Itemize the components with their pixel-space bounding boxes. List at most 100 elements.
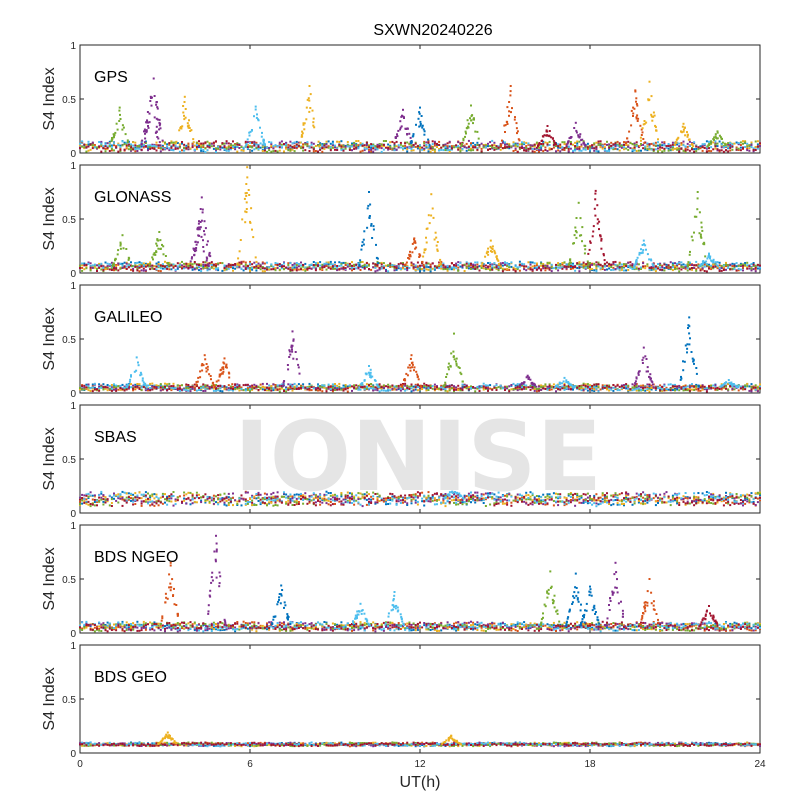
data-point [331,266,334,269]
data-point [236,142,239,145]
data-point [253,266,256,269]
data-point [606,388,608,391]
data-point [750,390,753,393]
data-point [190,257,193,260]
data-point [608,143,611,146]
data-point [722,150,725,153]
data-point [283,262,285,265]
data-point [546,130,549,133]
data-point [438,148,441,150]
data-point [119,388,122,391]
data-point [246,144,249,147]
data-point [752,148,755,151]
data-point [572,267,574,270]
data-point [634,262,637,265]
data-point [570,136,573,139]
data-point [497,259,500,262]
data-point [663,141,666,144]
data-point [627,266,630,268]
data-point [680,143,683,146]
data-point [623,269,625,272]
data-point [495,255,498,258]
plot-area [79,44,761,154]
data-point [100,140,103,143]
data-point [404,268,407,271]
data-point [291,269,294,272]
data-point [508,101,511,103]
data-point [436,248,439,251]
data-point [676,147,679,150]
data-point [399,143,402,146]
data-point [582,265,585,268]
data-point [699,233,702,236]
data-point [610,147,613,150]
data-point [489,265,492,268]
data-point [238,385,241,388]
data-point [457,261,460,264]
data-point [155,130,158,133]
data-point [278,388,281,391]
data-point [538,266,540,269]
data-point [640,139,642,142]
data-point [253,386,256,388]
data-point [134,262,137,265]
data-point [635,386,638,389]
data-point [645,248,647,251]
data-point [125,262,128,265]
data-point [206,140,209,143]
data-point [414,240,417,243]
data-point [512,268,515,271]
data-point [323,264,326,267]
data-point [250,207,253,210]
data-point [678,150,681,153]
data-point [569,385,572,388]
data-point [756,147,759,150]
data-point [552,144,555,146]
data-point [423,251,426,254]
data-point [221,146,224,149]
data-point [329,142,332,145]
data-point [221,142,224,145]
data-point [659,264,662,267]
data-point [652,142,655,145]
data-point [193,149,196,152]
data-point [472,146,475,149]
data-point [425,268,428,271]
data-point [632,115,634,117]
data-point [718,261,721,264]
data-point [597,140,600,143]
data-point [204,141,207,144]
data-point [204,384,207,387]
data-point [650,388,653,391]
data-point [438,140,441,143]
data-point [657,138,659,141]
data-point [756,267,759,270]
data-point [251,129,253,131]
data-point [215,265,217,268]
data-point [739,146,742,149]
data-point [189,130,192,132]
data-point [557,149,560,152]
data-point [191,387,194,390]
data-point [555,145,557,148]
data-point [544,146,547,149]
data-point [270,263,273,266]
data-point [344,261,347,264]
data-point [93,263,96,266]
data-point [671,389,674,391]
data-point [467,149,470,152]
data-point [174,142,177,145]
data-point [684,145,687,148]
data-point [208,251,211,254]
data-point [484,385,487,388]
data-point [210,266,213,269]
data-point [229,385,232,388]
data-point [599,146,602,149]
data-point [336,147,339,150]
data-point [419,265,421,268]
data-point [270,385,273,388]
data-point [395,265,398,268]
data-point [646,142,649,145]
data-point [431,149,434,151]
data-point [151,267,154,270]
